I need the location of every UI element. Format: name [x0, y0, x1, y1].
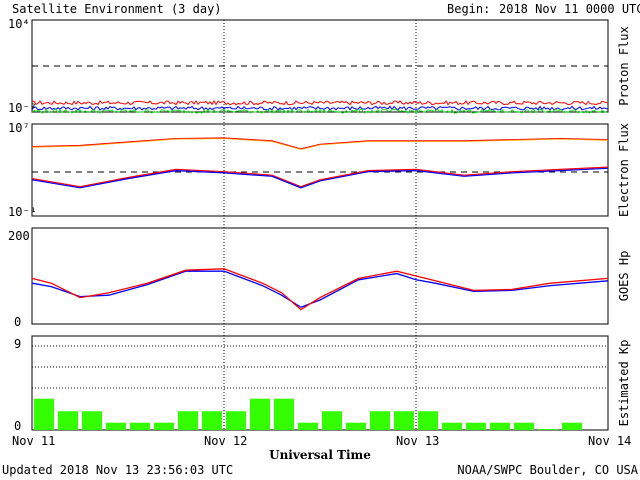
kp-bar-7 — [202, 411, 222, 430]
kp-grid — [32, 345, 608, 389]
proton-ylabel: Proton Flux — [617, 26, 631, 105]
kp-bar-0 — [34, 398, 54, 430]
kp-panel — [31, 335, 609, 431]
kp-bar-14 — [370, 411, 390, 430]
kp-bar-18 — [466, 422, 486, 430]
electron-series-group — [31, 137, 609, 189]
kp-bar-10 — [274, 398, 294, 430]
kp-bar-12 — [322, 411, 342, 430]
kp-ytick-bottom: 0 — [14, 419, 21, 433]
proton-series-green — [31, 108, 609, 115]
proton-series-blue — [31, 105, 609, 111]
kp-bar-13 — [346, 422, 366, 430]
kp-bar-5 — [154, 422, 174, 430]
kp-bar-2 — [82, 411, 102, 430]
goes-hp-series-blue — [31, 270, 609, 308]
kp-bar-8 — [226, 411, 246, 430]
proton-series-group — [31, 99, 609, 115]
electron-series-lower-blue — [31, 167, 609, 189]
electron-ylabel: Electron Flux — [617, 123, 631, 217]
goes-hp-panel — [31, 227, 609, 325]
kp-bar-1 — [58, 411, 78, 430]
xtick-nov12: Nov 12 — [204, 434, 247, 448]
electron-ytick-bottom: 10⁻¹ — [8, 205, 37, 219]
goes-hp-series-red — [31, 268, 609, 311]
chart-title: Satellite Environment (3 day) — [12, 2, 222, 16]
kp-ytick-top: 9 — [14, 337, 21, 351]
kp-bar-19 — [490, 422, 510, 430]
electron-ytick-top: 10⁷ — [8, 121, 30, 135]
electron-series-upper-red — [31, 137, 609, 150]
updated-timestamp: Updated 2018 Nov 13 23:56:03 UTC — [2, 463, 233, 477]
proton-series-red — [31, 99, 609, 106]
xtick-nov11: Nov 11 — [12, 434, 55, 448]
xaxis-label: Universal Time — [269, 448, 371, 462]
hp-ytick-top: 200 — [8, 229, 30, 243]
kp-ylabel: Estimated Kp — [617, 340, 631, 427]
electron-panel — [31, 123, 609, 217]
kp-bar-9 — [250, 398, 270, 430]
begin-label: Begin: — [447, 2, 490, 16]
day-separators — [223, 20, 417, 430]
xtick-nov13: Nov 13 — [396, 434, 439, 448]
goes-hp-series-group — [31, 268, 609, 311]
kp-bar-22 — [562, 422, 582, 430]
proton-ytick-top: 10⁴ — [8, 17, 30, 31]
kp-bar-20 — [514, 422, 534, 430]
kp-bar-3 — [106, 422, 126, 430]
credit-text: NOAA/SWPC Boulder, CO USA — [457, 463, 638, 477]
goes-hp-ylabel: GOES Hp — [617, 251, 631, 302]
kp-bar-6 — [178, 411, 198, 430]
electron-series-lower-red — [31, 166, 609, 188]
kp-bar-21 — [538, 429, 558, 430]
kp-bar-15 — [394, 411, 414, 430]
hp-ytick-bottom: 0 — [14, 315, 21, 329]
kp-bars-group — [34, 398, 582, 430]
kp-bar-11 — [298, 422, 318, 430]
kp-bar-17 — [442, 422, 462, 430]
begin-value: 2018 Nov 11 0000 UTC — [499, 2, 640, 16]
kp-bar-16 — [418, 411, 438, 430]
proton-ytick-bottom: 10⁻² — [8, 101, 37, 115]
xtick-nov14: Nov 14 — [588, 434, 631, 448]
electron-series-upper-orange — [31, 137, 609, 150]
kp-bar-4 — [130, 422, 150, 430]
